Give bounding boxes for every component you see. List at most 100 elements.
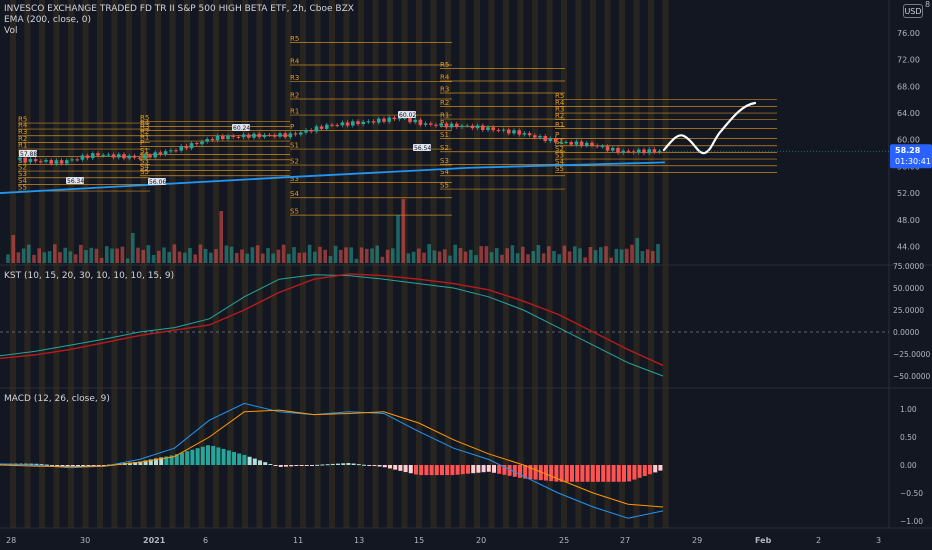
session-bar <box>532 0 538 528</box>
price-callouts: 60.24 60.02 57.88 56.34 56.06 56.54 <box>19 111 431 186</box>
macd-histogram-bar <box>211 445 216 465</box>
macd-histogram-bar <box>341 463 346 465</box>
volume-bar <box>521 246 525 263</box>
pivot-label: R5 <box>140 114 149 122</box>
session-bar <box>372 0 379 528</box>
macd-histogram-bar <box>206 445 210 465</box>
volume-bar <box>333 245 338 263</box>
pivot-label: R3 <box>440 86 449 94</box>
volume-bar <box>474 255 478 263</box>
candle-body <box>392 117 397 120</box>
macd-histogram-bar <box>185 451 190 465</box>
candle-body <box>28 159 33 162</box>
macd-histogram-bar <box>195 448 200 465</box>
macd-histogram-bar <box>128 462 132 465</box>
macd-histogram-bar <box>367 465 372 466</box>
volume-bar <box>583 257 587 263</box>
volume-bar <box>79 244 83 263</box>
macd-histogram-bar <box>455 465 460 475</box>
macd-histogram-bar <box>65 465 70 467</box>
candle-body <box>564 142 568 144</box>
macd-histogram-bar <box>434 465 439 476</box>
volume-bar <box>42 252 47 263</box>
callout-label: 56.06 <box>149 179 166 186</box>
pivot-label: R3 <box>555 106 564 114</box>
macd-histogram-bar <box>273 465 278 466</box>
pivot-label: R2 <box>555 112 564 120</box>
candle-body <box>605 146 610 151</box>
volume-bar <box>276 249 281 263</box>
pivot-label: S3 <box>18 170 27 178</box>
volume-legend[interactable]: Vol <box>4 26 18 36</box>
price-tick-label: 76.00 <box>897 29 920 38</box>
candle-body <box>397 117 402 120</box>
candle-body <box>382 118 386 122</box>
session-bar <box>546 0 553 528</box>
kst-tick-label: −50.0000 <box>893 372 931 381</box>
volume-bar <box>172 244 177 263</box>
volume-bar <box>422 252 426 263</box>
macd-histogram-bar <box>528 465 533 480</box>
macd-histogram-bar <box>50 464 54 466</box>
volume-bar <box>401 199 405 263</box>
candle-body <box>403 117 407 119</box>
volume-bar <box>84 250 88 263</box>
kst-legend[interactable]: KST (10, 15, 20, 30, 10, 10, 10, 15, 9) <box>4 271 175 281</box>
volume-bar <box>552 251 556 263</box>
volume-bar <box>110 248 114 263</box>
macd-histogram-bar <box>554 465 559 482</box>
pivot-label: P <box>555 131 559 139</box>
volume-bar <box>266 248 270 263</box>
session-bar <box>300 0 306 528</box>
volume-bar <box>505 248 509 263</box>
volume-bar <box>162 247 166 263</box>
candle-body <box>429 123 433 125</box>
macd-histogram-bar <box>34 463 39 465</box>
candle-body <box>439 123 443 126</box>
session-bar <box>10 0 16 528</box>
volume-bar <box>99 257 104 263</box>
candle-body <box>423 123 428 125</box>
macd-tick-label: 1.00 <box>900 405 917 414</box>
price-tick-label: 48.00 <box>897 216 920 225</box>
candle-body <box>496 130 501 132</box>
volume-bar <box>651 251 655 263</box>
kst-tick-label: −25.0000 <box>893 350 931 359</box>
session-bar <box>488 0 495 528</box>
session-bar <box>590 0 596 528</box>
volume-bar <box>209 252 213 263</box>
candle-body <box>533 135 537 138</box>
macd-histogram-bar <box>252 458 257 465</box>
volume-bar <box>547 246 551 263</box>
candle-body <box>460 125 464 128</box>
macd-histogram-bar <box>590 465 595 482</box>
pivot-label: R1 <box>18 142 27 150</box>
macd-histogram-bar <box>512 465 517 477</box>
pivot-label: R4 <box>440 74 450 82</box>
volume-bar <box>250 247 255 263</box>
pivot-label: S1 <box>290 142 299 150</box>
currency-button[interactable]: USD <box>903 4 923 18</box>
candle-body <box>553 138 558 143</box>
countdown-label: 01:30:41 <box>895 157 931 166</box>
candle-body <box>143 155 147 159</box>
volume-bar <box>37 248 41 263</box>
macd-legend[interactable]: MACD (12, 26, close, 9) <box>4 394 110 404</box>
volume-bar <box>541 253 546 263</box>
session-bar <box>343 0 350 528</box>
ema-200-line <box>0 161 666 194</box>
macd-histogram-bar <box>429 465 434 476</box>
pivot-label: S1 <box>140 147 149 155</box>
candle-body <box>517 130 521 135</box>
volume-bar <box>578 248 582 263</box>
ema-legend[interactable]: EMA (200, close, 0) <box>4 15 92 25</box>
macd-histogram-bar <box>466 465 470 474</box>
macd-histogram-bar <box>580 465 585 482</box>
candle-body <box>44 160 48 162</box>
macd-panel <box>0 402 664 519</box>
candle-body <box>91 153 95 159</box>
macd-histogram-bar <box>642 465 647 477</box>
symbol-title[interactable]: INVESCO EXCHANGE TRADED FD TR II S&P 500… <box>4 4 354 14</box>
session-bar <box>459 0 466 528</box>
